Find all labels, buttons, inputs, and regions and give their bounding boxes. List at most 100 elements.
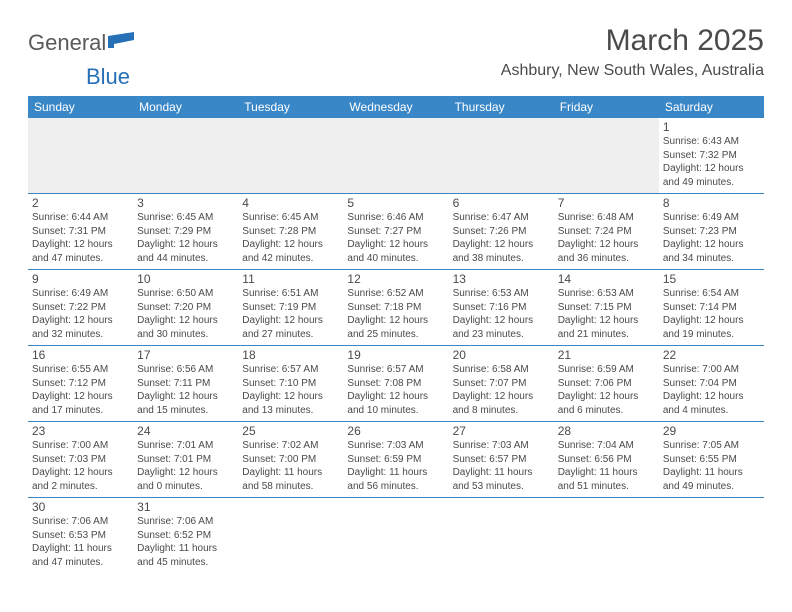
day-cell: 13Sunrise: 6:53 AMSunset: 7:16 PMDayligh… (449, 270, 554, 346)
sunrise: Sunrise: 6:56 AM (137, 363, 234, 377)
daylight: Daylight: 12 hours and 47 minutes. (32, 238, 129, 265)
daylight: Daylight: 11 hours and 51 minutes. (558, 466, 655, 493)
logo-word-2: Blue (86, 64, 792, 90)
day-cell: 26Sunrise: 7:03 AMSunset: 6:59 PMDayligh… (343, 422, 448, 498)
day-cell: 7Sunrise: 6:48 AMSunset: 7:24 PMDaylight… (554, 194, 659, 270)
sunrise: Sunrise: 6:49 AM (663, 211, 760, 225)
sunset: Sunset: 6:57 PM (453, 453, 550, 467)
sunset: Sunset: 6:59 PM (347, 453, 444, 467)
daylight: Daylight: 12 hours and 17 minutes. (32, 390, 129, 417)
day-cell: 24Sunrise: 7:01 AMSunset: 7:01 PMDayligh… (133, 422, 238, 498)
header-saturday: Saturday (659, 96, 764, 118)
day-cell: 4Sunrise: 6:45 AMSunset: 7:28 PMDaylight… (238, 194, 343, 270)
sunrise: Sunrise: 6:51 AM (242, 287, 339, 301)
day-number: 12 (347, 272, 444, 286)
sunset: Sunset: 7:08 PM (347, 377, 444, 391)
day-number: 9 (32, 272, 129, 286)
day-cell: 27Sunrise: 7:03 AMSunset: 6:57 PMDayligh… (449, 422, 554, 498)
day-number: 11 (242, 272, 339, 286)
day-number: 27 (453, 424, 550, 438)
header-sunday: Sunday (28, 96, 133, 118)
sunrise: Sunrise: 7:06 AM (32, 515, 129, 529)
empty-cell (133, 118, 238, 194)
header-friday: Friday (554, 96, 659, 118)
sunset: Sunset: 6:52 PM (137, 529, 234, 543)
sunset: Sunset: 7:19 PM (242, 301, 339, 315)
sunrise: Sunrise: 7:00 AM (32, 439, 129, 453)
sunset: Sunset: 7:20 PM (137, 301, 234, 315)
day-cell: 12Sunrise: 6:52 AMSunset: 7:18 PMDayligh… (343, 270, 448, 346)
sunrise: Sunrise: 6:43 AM (663, 135, 760, 149)
day-number: 17 (137, 348, 234, 362)
flag-icon (108, 32, 134, 53)
empty-cell (343, 118, 448, 194)
empty-cell (449, 498, 554, 574)
daylight: Daylight: 12 hours and 32 minutes. (32, 314, 129, 341)
day-cell: 16Sunrise: 6:55 AMSunset: 7:12 PMDayligh… (28, 346, 133, 422)
day-number: 7 (558, 196, 655, 210)
sunrise: Sunrise: 6:58 AM (453, 363, 550, 377)
day-number: 28 (558, 424, 655, 438)
day-number: 5 (347, 196, 444, 210)
day-cell: 21Sunrise: 6:59 AMSunset: 7:06 PMDayligh… (554, 346, 659, 422)
day-cell: 6Sunrise: 6:47 AMSunset: 7:26 PMDaylight… (449, 194, 554, 270)
day-cell: 25Sunrise: 7:02 AMSunset: 7:00 PMDayligh… (238, 422, 343, 498)
sunset: Sunset: 7:06 PM (558, 377, 655, 391)
daylight: Daylight: 11 hours and 47 minutes. (32, 542, 129, 569)
day-number: 2 (32, 196, 129, 210)
day-number: 15 (663, 272, 760, 286)
sunrise: Sunrise: 6:52 AM (347, 287, 444, 301)
sunset: Sunset: 7:12 PM (32, 377, 129, 391)
day-cell: 5Sunrise: 6:46 AMSunset: 7:27 PMDaylight… (343, 194, 448, 270)
sunrise: Sunrise: 6:54 AM (663, 287, 760, 301)
day-number: 24 (137, 424, 234, 438)
day-number: 20 (453, 348, 550, 362)
day-cell: 10Sunrise: 6:50 AMSunset: 7:20 PMDayligh… (133, 270, 238, 346)
daylight: Daylight: 12 hours and 4 minutes. (663, 390, 760, 417)
sunrise: Sunrise: 6:59 AM (558, 363, 655, 377)
sunset: Sunset: 7:04 PM (663, 377, 760, 391)
day-number: 25 (242, 424, 339, 438)
sunrise: Sunrise: 6:48 AM (558, 211, 655, 225)
sunrise: Sunrise: 6:50 AM (137, 287, 234, 301)
empty-cell (554, 498, 659, 574)
header-monday: Monday (133, 96, 238, 118)
sunrise: Sunrise: 7:00 AM (663, 363, 760, 377)
header-tuesday: Tuesday (238, 96, 343, 118)
day-number: 26 (347, 424, 444, 438)
day-number: 19 (347, 348, 444, 362)
sunset: Sunset: 7:24 PM (558, 225, 655, 239)
daylight: Daylight: 12 hours and 13 minutes. (242, 390, 339, 417)
sunset: Sunset: 7:03 PM (32, 453, 129, 467)
month-title: March 2025 (501, 24, 764, 58)
day-cell: 2Sunrise: 6:44 AMSunset: 7:31 PMDaylight… (28, 194, 133, 270)
sunrise: Sunrise: 6:44 AM (32, 211, 129, 225)
week-1: 1 Sunrise: 6:43 AM Sunset: 7:32 PM Dayli… (28, 118, 764, 194)
daylight: Daylight: 12 hours and 40 minutes. (347, 238, 444, 265)
daylight: Daylight: 12 hours and 10 minutes. (347, 390, 444, 417)
sunset: Sunset: 7:15 PM (558, 301, 655, 315)
day-cell: 19Sunrise: 6:57 AMSunset: 7:08 PMDayligh… (343, 346, 448, 422)
day-cell: 29Sunrise: 7:05 AMSunset: 6:55 PMDayligh… (659, 422, 764, 498)
daylight: Daylight: 12 hours and 0 minutes. (137, 466, 234, 493)
sunrise: Sunrise: 6:55 AM (32, 363, 129, 377)
sunset: Sunset: 7:18 PM (347, 301, 444, 315)
day-number: 8 (663, 196, 760, 210)
sunrise: Sunrise: 6:45 AM (242, 211, 339, 225)
sunset: Sunset: 7:32 PM (663, 149, 760, 163)
sunrise: Sunrise: 6:49 AM (32, 287, 129, 301)
day-cell: 30Sunrise: 7:06 AMSunset: 6:53 PMDayligh… (28, 498, 133, 574)
logo: General (28, 30, 134, 56)
sunrise: Sunrise: 7:05 AM (663, 439, 760, 453)
sunrise: Sunrise: 6:53 AM (558, 287, 655, 301)
daylight: Daylight: 12 hours and 25 minutes. (347, 314, 444, 341)
day-cell: 14Sunrise: 6:53 AMSunset: 7:15 PMDayligh… (554, 270, 659, 346)
sunset: Sunset: 7:01 PM (137, 453, 234, 467)
empty-cell (343, 498, 448, 574)
empty-cell (554, 118, 659, 194)
sunrise: Sunrise: 7:03 AM (453, 439, 550, 453)
sunrise: Sunrise: 7:06 AM (137, 515, 234, 529)
day-cell: 15Sunrise: 6:54 AMSunset: 7:14 PMDayligh… (659, 270, 764, 346)
day-cell: 8Sunrise: 6:49 AMSunset: 7:23 PMDaylight… (659, 194, 764, 270)
empty-cell (659, 498, 764, 574)
